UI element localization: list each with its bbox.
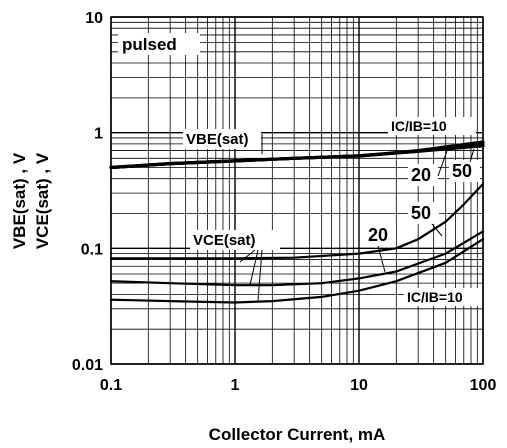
y-tick-label: 10 bbox=[85, 10, 103, 27]
annotation-vce-ratio10-bg bbox=[404, 288, 482, 306]
annotation-vce-ratio50: 50 bbox=[411, 203, 431, 223]
annotation-vbe-ratio10-bg bbox=[388, 117, 476, 135]
grid bbox=[110, 16, 484, 365]
annotation-vbe-ratio-leaders bbox=[437, 148, 475, 177]
annotation-vce-ratio20-bg bbox=[365, 224, 396, 246]
annotation-vce-sat-bg bbox=[190, 230, 280, 250]
annotation-vbe-ratio20: 20 bbox=[411, 165, 431, 185]
annotation-vbe-ratio10: IC/IB=10 bbox=[391, 118, 447, 134]
annotation-vbe-ratio20-bg bbox=[408, 164, 438, 186]
annotation-pulsed: pulsed bbox=[122, 35, 177, 54]
y-tick-label: 0.1 bbox=[81, 241, 103, 258]
annotation-vce-ratio50-bg bbox=[408, 202, 439, 224]
annotation-vce-ratio10: IC/IB=10 bbox=[407, 289, 463, 305]
y-tick-label: 1 bbox=[94, 126, 103, 143]
vce-sat-curve-ratio-20 bbox=[109, 230, 485, 287]
annotation-vce-sat-leaders bbox=[239, 249, 263, 302]
annotation-vce-ratio50-leader bbox=[431, 223, 443, 237]
ticks: 0.1 1 10 100 0.01 0.1 1 10 bbox=[72, 10, 497, 394]
x-tick-label: 100 bbox=[470, 377, 497, 394]
y-tick-label: 0.01 bbox=[72, 357, 103, 374]
vce-sat-curve-ratio-10 bbox=[109, 238, 485, 304]
annotation-pulsed-bg bbox=[118, 33, 200, 55]
x-tick-label: 0.1 bbox=[100, 377, 122, 394]
curves bbox=[109, 140, 485, 304]
vbe-sat-curve-ratio-50 bbox=[109, 140, 485, 170]
annotation-vce-sat: VCE(sat) bbox=[193, 232, 256, 249]
annotation-vbe-sat-bg bbox=[183, 129, 261, 149]
plot-frame bbox=[110, 16, 484, 365]
annotation-vbe-ratio50: 50 bbox=[452, 161, 472, 181]
x-tick-label: 10 bbox=[350, 377, 368, 394]
y-axis-label-line2: VCE(sat) , V bbox=[33, 152, 52, 249]
annotation-vbe-sat: VBE(sat) bbox=[186, 131, 249, 148]
vce-sat-curve-ratio-50 bbox=[109, 182, 485, 260]
x-tick-label: 1 bbox=[231, 377, 240, 394]
x-axis-label: Collector Current, mA bbox=[209, 425, 386, 444]
y-axis-label-line1: VBE(sat) , V bbox=[10, 152, 29, 249]
annotation-vce-ratio20-leader bbox=[377, 245, 386, 273]
annotation-vce-ratio20: 20 bbox=[368, 225, 388, 245]
annotation-vbe-ratio50-bg bbox=[449, 160, 480, 182]
